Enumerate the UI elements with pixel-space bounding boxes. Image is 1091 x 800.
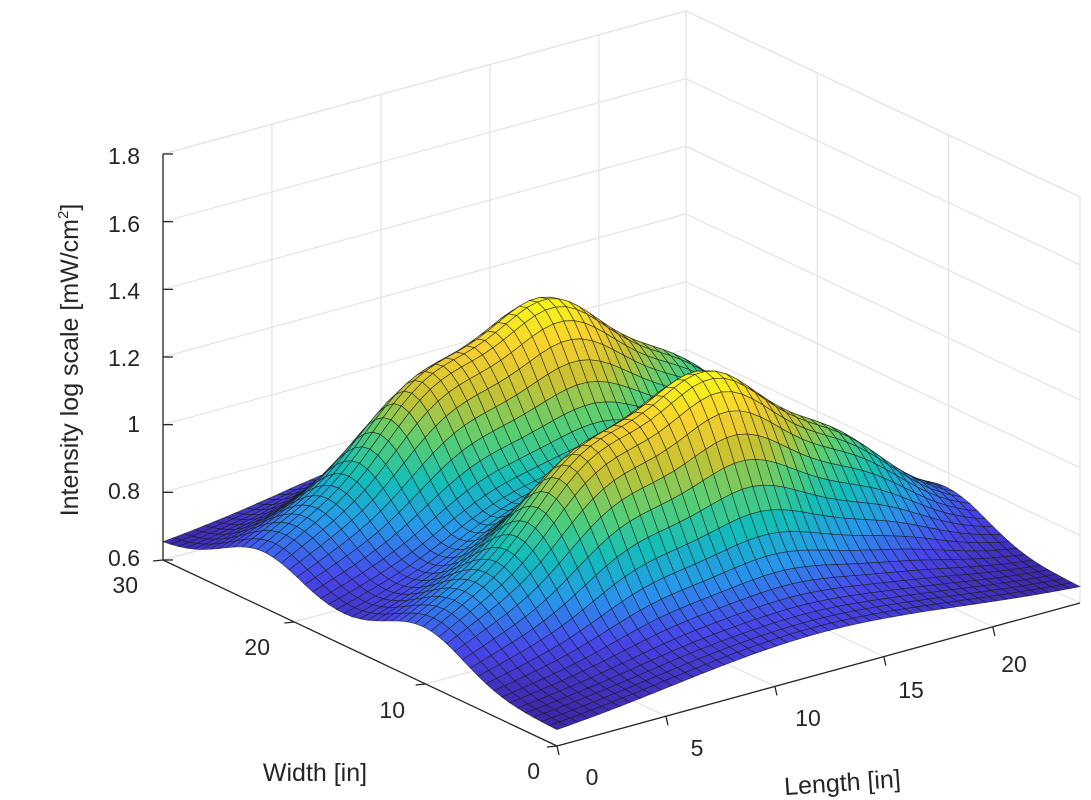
grid-line [685, 78, 1081, 266]
z-tick-label: 1.8 [108, 143, 140, 169]
grid-line [685, 348, 1081, 536]
grid-line [685, 213, 1081, 401]
length-tick-mark [556, 745, 560, 756]
grid-line [162, 213, 687, 358]
length-tick-label: 20 [1001, 651, 1027, 677]
grid-line [162, 78, 687, 223]
length-tick-label: 15 [898, 677, 924, 703]
length-tick-mark [665, 716, 669, 726]
grid-line [685, 281, 1081, 469]
length-tick-label: 10 [795, 705, 821, 731]
length-tick-mark [774, 686, 778, 696]
z-tick-label: 0.8 [108, 478, 140, 504]
intensity-axis-label-end: ] [56, 204, 84, 211]
length-tick-label: 5 [691, 735, 704, 761]
z-tick-label: 1.6 [108, 211, 140, 237]
length-tick-label: 0 [586, 764, 599, 790]
length-tick-mark [883, 656, 887, 666]
length-axis-label: Length [in] [783, 765, 901, 800]
length-tick-mark [992, 626, 996, 636]
z-tick-label: 1 [127, 411, 140, 437]
surface-patch [548, 721, 569, 730]
intensity-axis-label: Intensity log scale [mW/cm2] [55, 204, 84, 517]
z-tick-label: 1.4 [108, 278, 140, 304]
surface-mesh [161, 296, 1082, 730]
z-tick-label: 1.2 [108, 345, 140, 371]
grid-line [685, 145, 1081, 333]
width-tick-label: 0 [527, 758, 540, 784]
intensity-axis-label-sup: 2 [55, 211, 72, 219]
width-axis-label: Width [in] [263, 759, 367, 787]
intensity-axis-label-main: Intensity log scale [mW/cm [56, 219, 84, 516]
width-tick-label: 20 [244, 634, 270, 660]
axes [152, 153, 1081, 756]
width-tick-label: 10 [379, 697, 405, 723]
grid-line [162, 145, 687, 290]
grid-line [162, 281, 687, 426]
grid-line [162, 10, 687, 155]
grid-line [685, 10, 1081, 198]
width-tick-mark [415, 683, 426, 686]
width-tick-mark [546, 745, 558, 748]
z-tick-label: 0.6 [108, 545, 140, 571]
width-axis-line [162, 559, 558, 747]
width-tick-mark [284, 621, 295, 624]
width-tick-label: 30 [112, 572, 138, 598]
width-tick-mark [152, 559, 164, 562]
